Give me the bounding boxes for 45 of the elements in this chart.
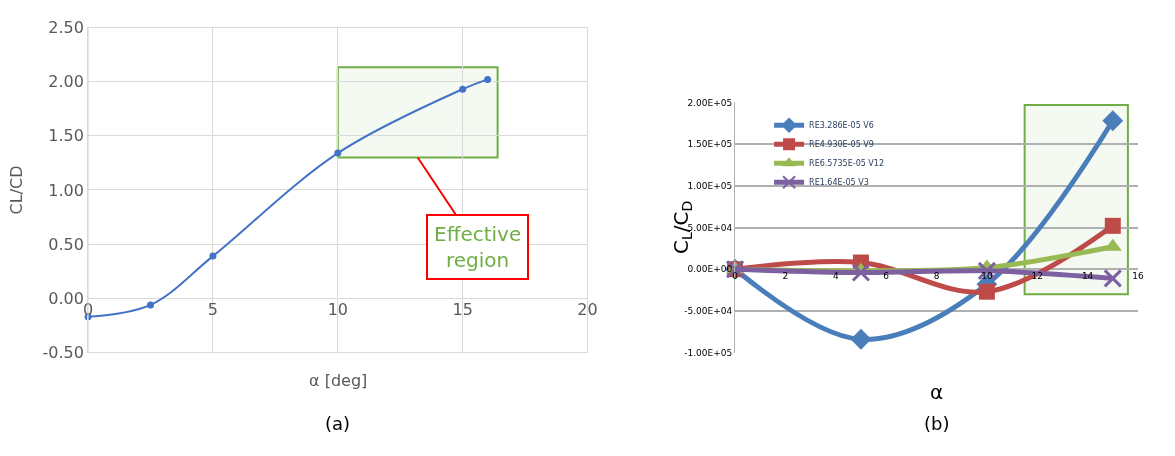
y-tick-label: 1.00E+05 [687, 180, 733, 191]
x-tick-label: 4 [832, 271, 839, 282]
point [1104, 217, 1121, 234]
legend-label: RE6.5735E-05 V12 [809, 159, 885, 169]
y-tick-label: 2.00E+05 [687, 97, 733, 108]
point [1103, 268, 1123, 288]
point [484, 75, 492, 83]
annotation: Effective region [434, 222, 522, 272]
legend-label: RE3.286E-05 V6 [809, 121, 874, 131]
y-tick-label: -0.50 [42, 343, 84, 363]
text: (b) [924, 413, 950, 434]
x-tick-label: 6 [883, 271, 890, 282]
x-tick-label: 0 [732, 271, 739, 282]
x-tick-label: 15 [452, 300, 473, 320]
y-axis-title: CL/CD [7, 165, 27, 215]
y-tick-label: 2.50 [48, 17, 84, 37]
x-tick-label: 8 [933, 271, 940, 282]
point [978, 283, 995, 300]
x-tick-label: 14 [1081, 271, 1094, 282]
y-tick-label: 0.00 [48, 288, 84, 308]
x-tick-label: 10 [327, 300, 348, 320]
point [851, 263, 871, 283]
point [459, 85, 467, 93]
legend-label: RE1.64E-05 V3 [809, 178, 869, 188]
x-tick-label: 2 [782, 271, 789, 282]
y-tick-label: 1.00 [48, 180, 84, 200]
point [147, 301, 155, 309]
point [850, 328, 872, 350]
point [209, 252, 217, 260]
x-tick-label: 10 [981, 271, 993, 282]
y-tick-label: -1.00E+05 [684, 347, 733, 358]
point [1102, 110, 1124, 132]
x-axis-title: α [930, 380, 944, 404]
x-tick-label: 5 [207, 300, 219, 320]
x-tick-label: 16 [1132, 271, 1144, 282]
point [334, 149, 342, 157]
y-tick-label: 2.00 [48, 72, 84, 92]
y-tick-label: 0.50 [48, 234, 84, 254]
y-tick-label: 1.50E+05 [687, 139, 733, 150]
x-tick-label: 20 [577, 300, 598, 320]
text: (a) [325, 413, 351, 434]
y-tick-label: 1.50 [48, 126, 84, 146]
y-tick-label: -5.00E+04 [684, 306, 733, 317]
legend-label: RE4.930E-05 V9 [809, 140, 874, 150]
x-axis-title: α [deg] [309, 371, 368, 390]
